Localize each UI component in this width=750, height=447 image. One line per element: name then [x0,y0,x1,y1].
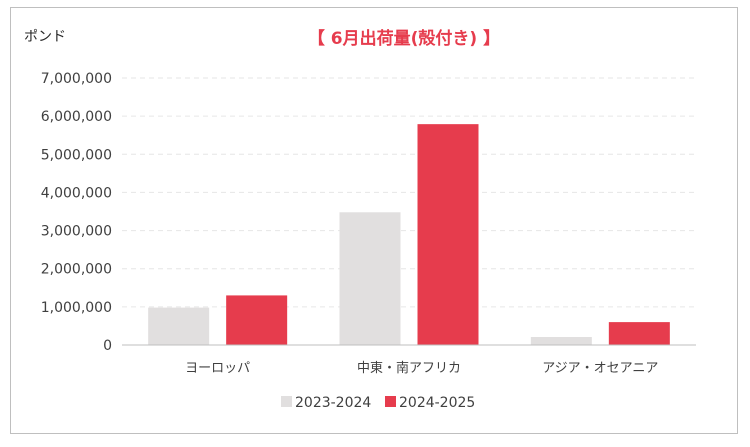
y-tick-label: 1,000,000 [41,300,112,316]
bar-2024-2025-アジア・オセアニア [608,322,670,345]
x-category-label: 中東・南アフリカ [357,360,461,376]
bar-2023-2024-ヨーロッパ [148,307,210,345]
legend-swatch [385,396,396,407]
legend-label: 2024-2025 [399,395,475,411]
y-tick-label: 4,000,000 [41,185,112,201]
y-axis-ticks: 0 1,000,000 2,000,000 3,000,000 4,000,000 5,0… [41,71,112,354]
chart-title: 【 6月出荷量(殻付き) 】 [308,28,500,49]
bar-2024-2025-中東・南アフリカ [417,124,479,345]
y-tick-label: 7,000,000 [41,71,112,87]
bars [148,124,670,345]
x-axis-categories: ヨーロッパ 中東・南アフリカ アジア・オセアニア [185,360,658,376]
grid-lines [122,77,696,308]
y-tick-label: 3,000,000 [41,224,112,240]
x-category-label: ヨーロッパ [185,361,250,376]
y-tick-label: 0 [103,338,112,354]
legend-label: 2023-2024 [295,395,371,411]
bar-2023-2024-中東・南アフリカ [339,212,401,345]
y-tick-label: 6,000,000 [41,109,112,125]
y-tick-label: 5,000,000 [41,147,112,163]
y-unit-label: ポンド [24,29,66,45]
legend: 2023-2024 2024-2025 [281,395,475,411]
x-category-label: アジア・オセアニア [542,361,658,376]
y-tick-label: 2,000,000 [41,262,112,278]
bar-2024-2025-ヨーロッパ [226,295,288,345]
legend-swatch [281,396,292,407]
bar-2023-2024-アジア・オセアニア [530,336,592,345]
